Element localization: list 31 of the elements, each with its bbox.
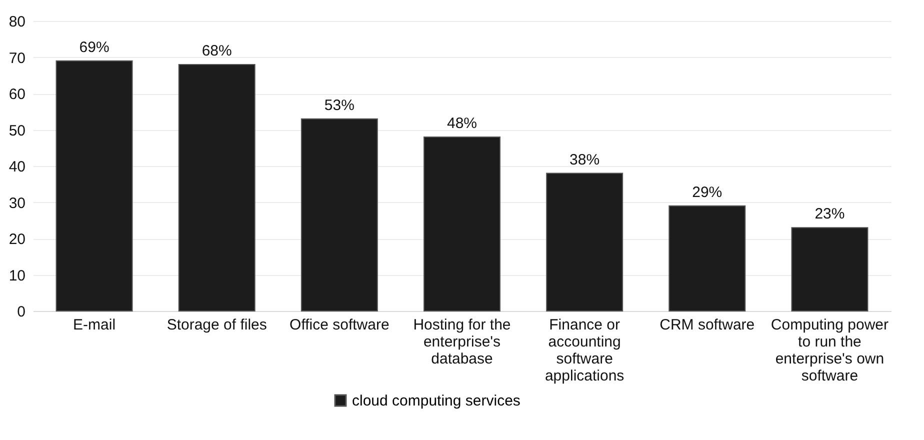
y-tick-label: 60 — [8, 86, 26, 103]
x-tick-label: Finance or accounting software applications — [544, 316, 624, 384]
data-label: 48% — [446, 115, 478, 132]
data-label: 53% — [324, 96, 354, 114]
bar — [791, 227, 868, 312]
y-tick-label: 40 — [8, 158, 26, 176]
y-tick-label: 70 — [8, 50, 26, 67]
x-tick-label: Hosting for the enterprise's database — [413, 316, 511, 368]
y-tick-label: 80 — [8, 14, 26, 30]
data-label: 38% — [570, 151, 600, 168]
data-label: 69% — [79, 38, 110, 56]
y-tick-label: 0 — [17, 304, 26, 320]
x-tick-label: Office software — [290, 316, 390, 334]
legend-label: cloud computing services — [352, 392, 520, 410]
y-tick-label: 20 — [8, 231, 26, 248]
y-tick-label: 30 — [8, 194, 26, 212]
bar — [300, 118, 378, 312]
data-label: 23% — [814, 206, 845, 223]
x-tick-label: E-mail — [73, 316, 116, 334]
bar — [56, 60, 133, 312]
x-tick-label: Computing power to run the enterprise's own software — [770, 316, 888, 384]
bar — [178, 64, 256, 312]
x-tick-label: CRM software — [660, 316, 755, 334]
bar — [546, 172, 624, 312]
x-tick-label: Storage of files — [166, 316, 267, 334]
bar — [668, 205, 746, 312]
bar — [424, 136, 500, 312]
data-label: 29% — [692, 184, 722, 201]
data-label: 68% — [202, 42, 232, 60]
y-tick-label: 50 — [8, 122, 26, 140]
y-tick-label: 10 — [8, 267, 26, 284]
